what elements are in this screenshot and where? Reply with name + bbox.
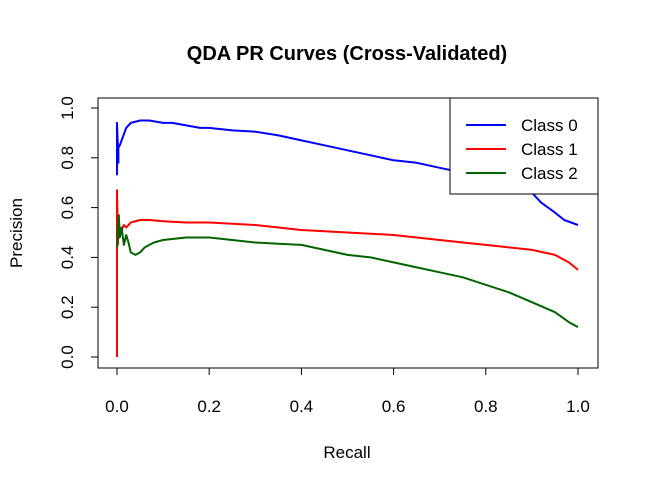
x-tick-label: 0.4: [290, 397, 314, 416]
x-axis: 0.0 0.2 0.4 0.6 0.8 1.0: [105, 367, 590, 416]
x-tick-label: 0.6: [382, 397, 406, 416]
x-tick-label: 1.0: [566, 397, 590, 416]
y-tick-label: 1.0: [58, 96, 77, 120]
y-axis-label: Precision: [7, 198, 26, 268]
y-tick-label: 0.2: [58, 295, 77, 319]
x-tick-label: 0.8: [474, 397, 498, 416]
legend-label: Class 0: [521, 116, 578, 135]
x-axis-label: Recall: [323, 443, 370, 462]
y-tick-label: 0.6: [58, 196, 77, 220]
y-tick-label: 0.8: [58, 146, 77, 170]
x-tick-label: 0.2: [197, 397, 221, 416]
legend-label: Class 2: [521, 164, 578, 183]
y-axis: 0.0 0.2 0.4 0.6 0.8 1.0: [58, 96, 99, 369]
series-line-class-1: [116, 189, 579, 357]
legend: Class 0 Class 1 Class 2: [449, 97, 599, 195]
legend-box: [449, 97, 599, 195]
y-tick-label: 0.0: [58, 345, 77, 369]
y-tick-label: 0.4: [58, 246, 77, 270]
legend-label: Class 1: [521, 140, 578, 159]
series-line-class-2: [116, 214, 579, 328]
chart-title: QDA PR Curves (Cross-Validated): [187, 43, 507, 65]
x-tick-label: 0.0: [105, 397, 129, 416]
